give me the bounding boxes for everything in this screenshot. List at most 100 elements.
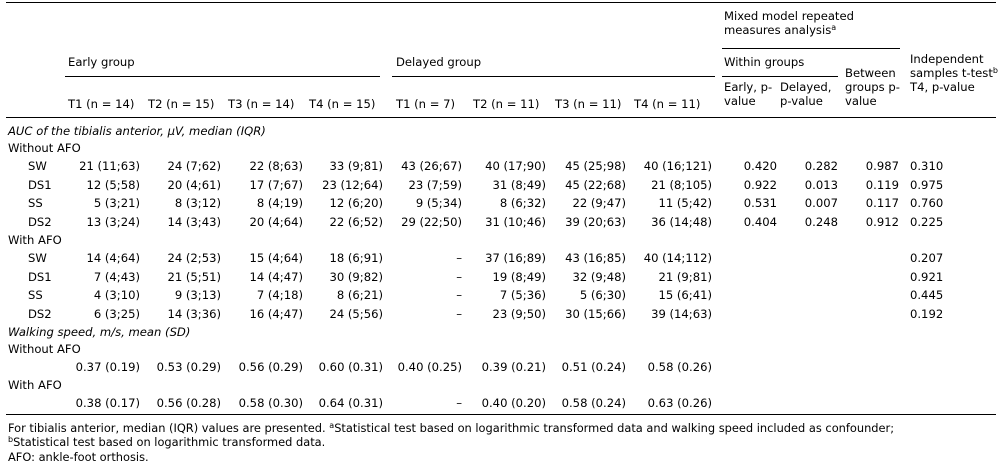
table-cell: 19 (8;49) — [492, 269, 546, 284]
table-cell: 7 (4;18) — [256, 288, 303, 302]
time-col-header: T2 (n = 11) — [473, 97, 540, 111]
time-col-header: T2 (n = 15) — [148, 97, 215, 111]
table-bottom-rule — [6, 414, 996, 415]
table-cell: 9 (3;13) — [174, 288, 221, 302]
table-cell: 8 (4;19) — [256, 196, 303, 210]
mixed-model-rule — [722, 48, 900, 49]
table-cell: 43 (16;85) — [565, 251, 626, 265]
between-groups-text: Between groups p-value — [845, 66, 900, 108]
table-cell: 5 (6;30) — [579, 288, 626, 302]
row-label: DS1 — [28, 269, 52, 284]
delayed-p-text: Delayed, p-value — [780, 80, 832, 108]
top-rule — [6, 2, 996, 3]
table-cell: 39 (14;63) — [651, 306, 712, 321]
table-cell: 20 (4;61) — [167, 177, 221, 192]
footnote-1: For tibialis anterior, median (IQR) valu… — [8, 421, 992, 435]
p-value-cell: 0.921 — [910, 269, 944, 284]
speed-cell: 0.56 (0.29) — [238, 360, 303, 374]
row-label: SW — [28, 159, 47, 173]
speed-cell: 0.64 (0.31) — [318, 396, 383, 410]
table-cell: 24 (2;53) — [167, 251, 221, 265]
time-col-header: T3 (n = 11) — [555, 97, 622, 111]
table-cell: 22 (6;52) — [329, 214, 383, 229]
table-cell: 36 (14;48) — [651, 214, 712, 229]
row-label: SS — [28, 288, 43, 302]
header-bottom-rule — [6, 117, 996, 118]
auc-without-afo-label: Without AFO — [8, 141, 81, 155]
table-cell: 31 (8;49) — [492, 177, 546, 192]
table-cell: 14 (4;64) — [86, 251, 140, 265]
footnote-2-text: Statistical test based on logarithmic tr… — [13, 435, 326, 449]
table-cell: 21 (5;51) — [167, 269, 221, 284]
table-cell: 22 (8;63) — [249, 159, 303, 173]
speed-cell: 0.53 (0.29) — [156, 360, 221, 374]
mixed-model-sup: a — [831, 23, 837, 32]
time-col-header: T3 (n = 14) — [228, 97, 295, 111]
table-cell: 22 (9;47) — [572, 196, 626, 210]
speed-cell: 0.37 (0.19) — [75, 360, 140, 374]
speed-cell: 0.40 (0.25) — [397, 360, 462, 374]
row-label: DS2 — [28, 214, 52, 229]
table-cell: 16 (4;47) — [249, 306, 303, 321]
row-label: DS1 — [28, 177, 52, 192]
speed-cell: 0.39 (0.21) — [481, 360, 546, 374]
table-cell: 43 (26;67) — [401, 159, 462, 173]
time-col-header: T4 (n = 11) — [634, 97, 701, 111]
time-col-header: T4 (n = 15) — [309, 97, 376, 111]
table-cell: 33 (9;81) — [329, 159, 383, 173]
speed-without-afo-label: Without AFO — [8, 342, 81, 356]
table-cell: 40 (16;121) — [643, 159, 712, 173]
p-value-cell: 0.445 — [910, 288, 944, 302]
table-cell: 12 (6;20) — [329, 196, 383, 210]
table-cell: 8 (3;12) — [174, 196, 221, 210]
table-cell: 45 (25;98) — [565, 159, 626, 173]
speed-cell: 0.38 (0.17) — [75, 396, 140, 410]
early-group-header: Early group — [68, 55, 135, 69]
speed-cell: 0.56 (0.28) — [156, 396, 221, 410]
table-cell: 29 (22;50) — [401, 214, 462, 229]
footnote-1-pre: For tibialis anterior, median (IQR) valu… — [8, 421, 330, 435]
p-value-cell: 0.225 — [910, 214, 944, 229]
group-rule-delayed — [392, 76, 715, 77]
table-cell: 8 (6;32) — [499, 196, 546, 210]
table-cell: 13 (3;24) — [86, 214, 140, 229]
footnote-2: bStatistical test based on logarithmic t… — [8, 435, 992, 449]
mixed-model-header: Mixed model repeated measures analysisa — [724, 9, 899, 37]
speed-cell: – — [456, 396, 462, 410]
table-cell: 40 (17;90) — [485, 159, 546, 173]
p-value-cell: 0.119 — [865, 177, 899, 192]
table-cell: 45 (22;68) — [565, 177, 626, 192]
speed-cell: 0.60 (0.31) — [318, 360, 383, 374]
auc-with-afo-label: With AFO — [8, 233, 62, 247]
table-cell: 8 (6;21) — [336, 288, 383, 302]
table-cell: 14 (3;43) — [167, 214, 221, 229]
speed-cell: 0.51 (0.24) — [561, 360, 626, 374]
p-value-cell: 0.013 — [804, 177, 838, 192]
table-cell: 20 (4;64) — [249, 214, 303, 229]
footnote-3: AFO: ankle-foot orthosis. — [8, 450, 149, 464]
row-label: DS2 — [28, 306, 52, 321]
speed-with-afo-label: With AFO — [8, 378, 62, 392]
footnote-sup-a: a — [329, 421, 335, 430]
delayed-group-header: Delayed group — [396, 55, 482, 69]
between-groups-header: Between groups p-value — [845, 66, 907, 108]
mixed-model-text: Mixed model repeated measures analysis — [724, 9, 854, 37]
table-cell: 24 (5;56) — [329, 306, 383, 321]
p-value-cell: 0.912 — [865, 214, 899, 229]
row-label: SW — [28, 251, 47, 265]
speed-cell: 0.58 (0.24) — [561, 396, 626, 410]
within-groups-rule — [722, 76, 838, 77]
footnote-sup-b: b — [8, 435, 14, 444]
auc-section-title: AUC of the tibialis anterior, μV, median… — [8, 124, 266, 138]
table-cell: 14 (3;36) — [167, 306, 221, 321]
table-cell: 7 (4;43) — [93, 269, 140, 284]
p-value-cell: 0.192 — [910, 306, 944, 321]
table-cell: 31 (10;46) — [485, 214, 546, 229]
table-cell: 9 (5;34) — [415, 196, 462, 210]
p-value-cell: 0.404 — [743, 214, 777, 229]
table-cell: 21 (8;105) — [651, 177, 712, 192]
table-cell: 4 (3;10) — [93, 288, 140, 302]
p-value-cell: 0.760 — [910, 196, 944, 210]
p-value-cell: 0.282 — [804, 159, 838, 173]
